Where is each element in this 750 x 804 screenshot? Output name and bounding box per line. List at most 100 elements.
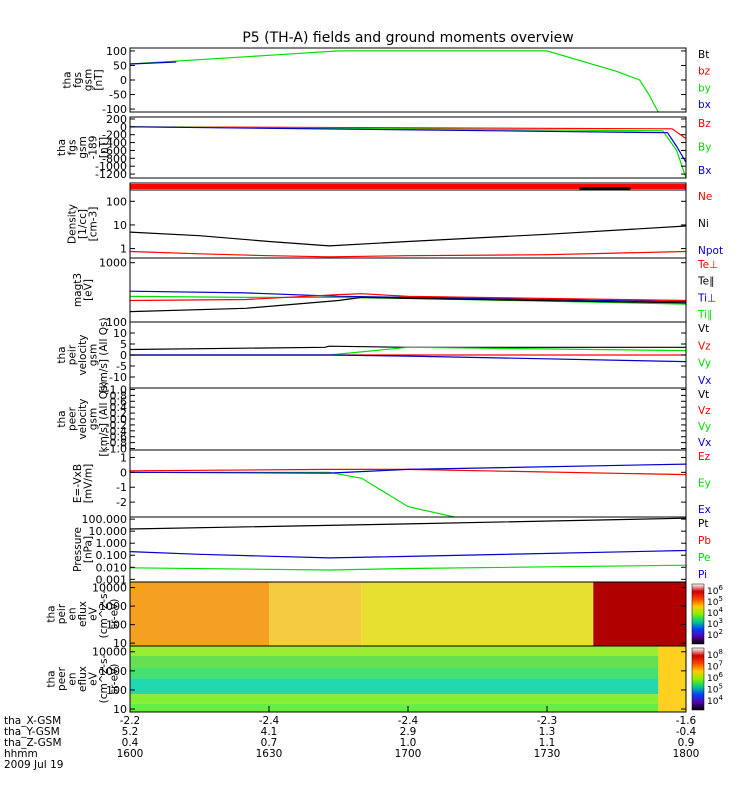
y-axis-label: en [67,672,79,685]
y-tick-label: -600 [102,144,127,157]
y-tick-label: 0.001 [96,573,128,586]
colorbar-exponent: 6 [718,584,723,592]
y-tick-label: 200 [106,113,127,126]
series-line-Te∥ [130,296,686,313]
series-line-by [130,50,659,112]
y-axis-label: eflux [77,601,89,627]
legend-entry: Pe [698,552,710,564]
y-tick-label: 10000 [92,582,127,595]
heatmap-layer [130,582,686,646]
legend-entry: Ni [698,218,709,230]
y-axis-label: tha [56,139,68,156]
heatmap-region [658,646,686,712]
x-row-value: 5.2 [122,726,139,738]
y-axis-label: peer [56,666,68,691]
legend-entry: Bz [698,118,711,130]
y-tick-label: 0 [120,121,127,134]
y-tick-label: 100 [106,195,127,208]
y-axis-label: peir [56,603,68,624]
y-axis-label: gsm [88,344,100,366]
legend-entry: Pb [698,535,711,547]
x-row-value: 0.9 [678,737,695,749]
mode-flag-mark [579,187,631,190]
colorbar-exponent: 5 [718,683,722,691]
series-line-Ey [130,471,455,517]
x-row-value: -1.6 [676,715,697,727]
x-row-value: 0.4 [122,737,139,749]
x-row-value: -0.4 [676,726,697,738]
series-line-Bz [130,126,686,140]
colorbar-exponent: 7 [718,660,722,668]
legend-entry: Vx [698,437,711,449]
legend-entry: Vy [698,358,711,370]
series-layer [130,517,686,571]
y-axis-label: tha [46,605,58,622]
panel-peir_spectrogram: 10610510410310210000100010010thapeirenef… [46,581,723,650]
y-axis-label: [cm-3] [88,207,100,242]
series-line-Pt [130,517,686,530]
heatmap-region [593,582,686,646]
x-row-label: hhmm [4,748,38,760]
x-row-label: tha_Y-GSM [4,726,60,738]
y-tick-label: 10000 [92,646,127,659]
y-axis-label: tha [46,670,58,687]
series-layer [130,463,686,517]
y-tick-label: 0.4 [110,401,128,414]
y-axis-label: eV [88,606,100,620]
y-tick-label: 0.0 [110,413,128,426]
y-tick-label: -0.6 [106,431,127,444]
legend-entry: Bx [698,165,711,177]
y-tick-label: 100 [106,316,127,329]
y-tick-label: 1000 [99,600,127,613]
legend-entry: Ti∥ [697,309,712,321]
y-axis-label: (cm^2-s- [98,589,110,638]
legend-entry: Vx [698,375,711,387]
y-axis-label: [nPa] [82,536,94,563]
y-axis-label: velocity [77,398,89,439]
y-axis-label: [eV] [82,279,94,301]
y-tick-label: 1 [120,451,127,464]
y-axis-label: [1/cc] [77,209,89,239]
y-tick-label: -0.2 [106,419,127,432]
y-tick-label: 0.2 [110,407,128,420]
y-tick-label: -50 [109,89,127,102]
colorbar [691,583,705,645]
panel-frame [129,387,687,451]
colorbar-exponent: 2 [718,628,722,636]
x-row-value: -2.4 [398,715,419,727]
heatmap-band [130,678,686,695]
y-axis-label: gsm [82,69,94,91]
y-tick-label: 10 [113,703,127,716]
legend-entry: Pi [698,569,707,581]
series-layer [130,290,686,313]
panels: 100500-50-100thafgsgsm[nT]Btbzbybx2000-2… [46,45,724,716]
x-row-value: 1630 [256,748,283,760]
heatmap-band [130,646,686,656]
series-line-By [130,126,686,178]
panel-frame [129,189,687,259]
y-tick-label: -100 [102,103,127,116]
y-axis-label: eflux [77,666,89,692]
x-row-value: -2.2 [120,715,141,727]
y-axis-label: velocity [77,334,89,375]
x-row-value: 1700 [395,748,422,760]
legend-entry: by [698,82,711,94]
series-line-Bx [130,126,686,163]
legend-entry: Vt [698,389,709,401]
y-tick-label: 5 [120,338,127,351]
y-axis-label: Density [67,204,79,244]
y-tick-label: -0.4 [106,425,127,438]
y-axis-label: fgs [67,140,79,156]
y-tick-label: -5 [116,360,127,373]
y-tick-label: -1200 [95,168,127,181]
y-axis-label: tha [61,71,73,88]
legend-entry: Vz [698,340,711,352]
y-tick-label: -400 [102,137,127,150]
series-line-Vt [130,345,686,351]
series-line-Pi [130,549,686,559]
